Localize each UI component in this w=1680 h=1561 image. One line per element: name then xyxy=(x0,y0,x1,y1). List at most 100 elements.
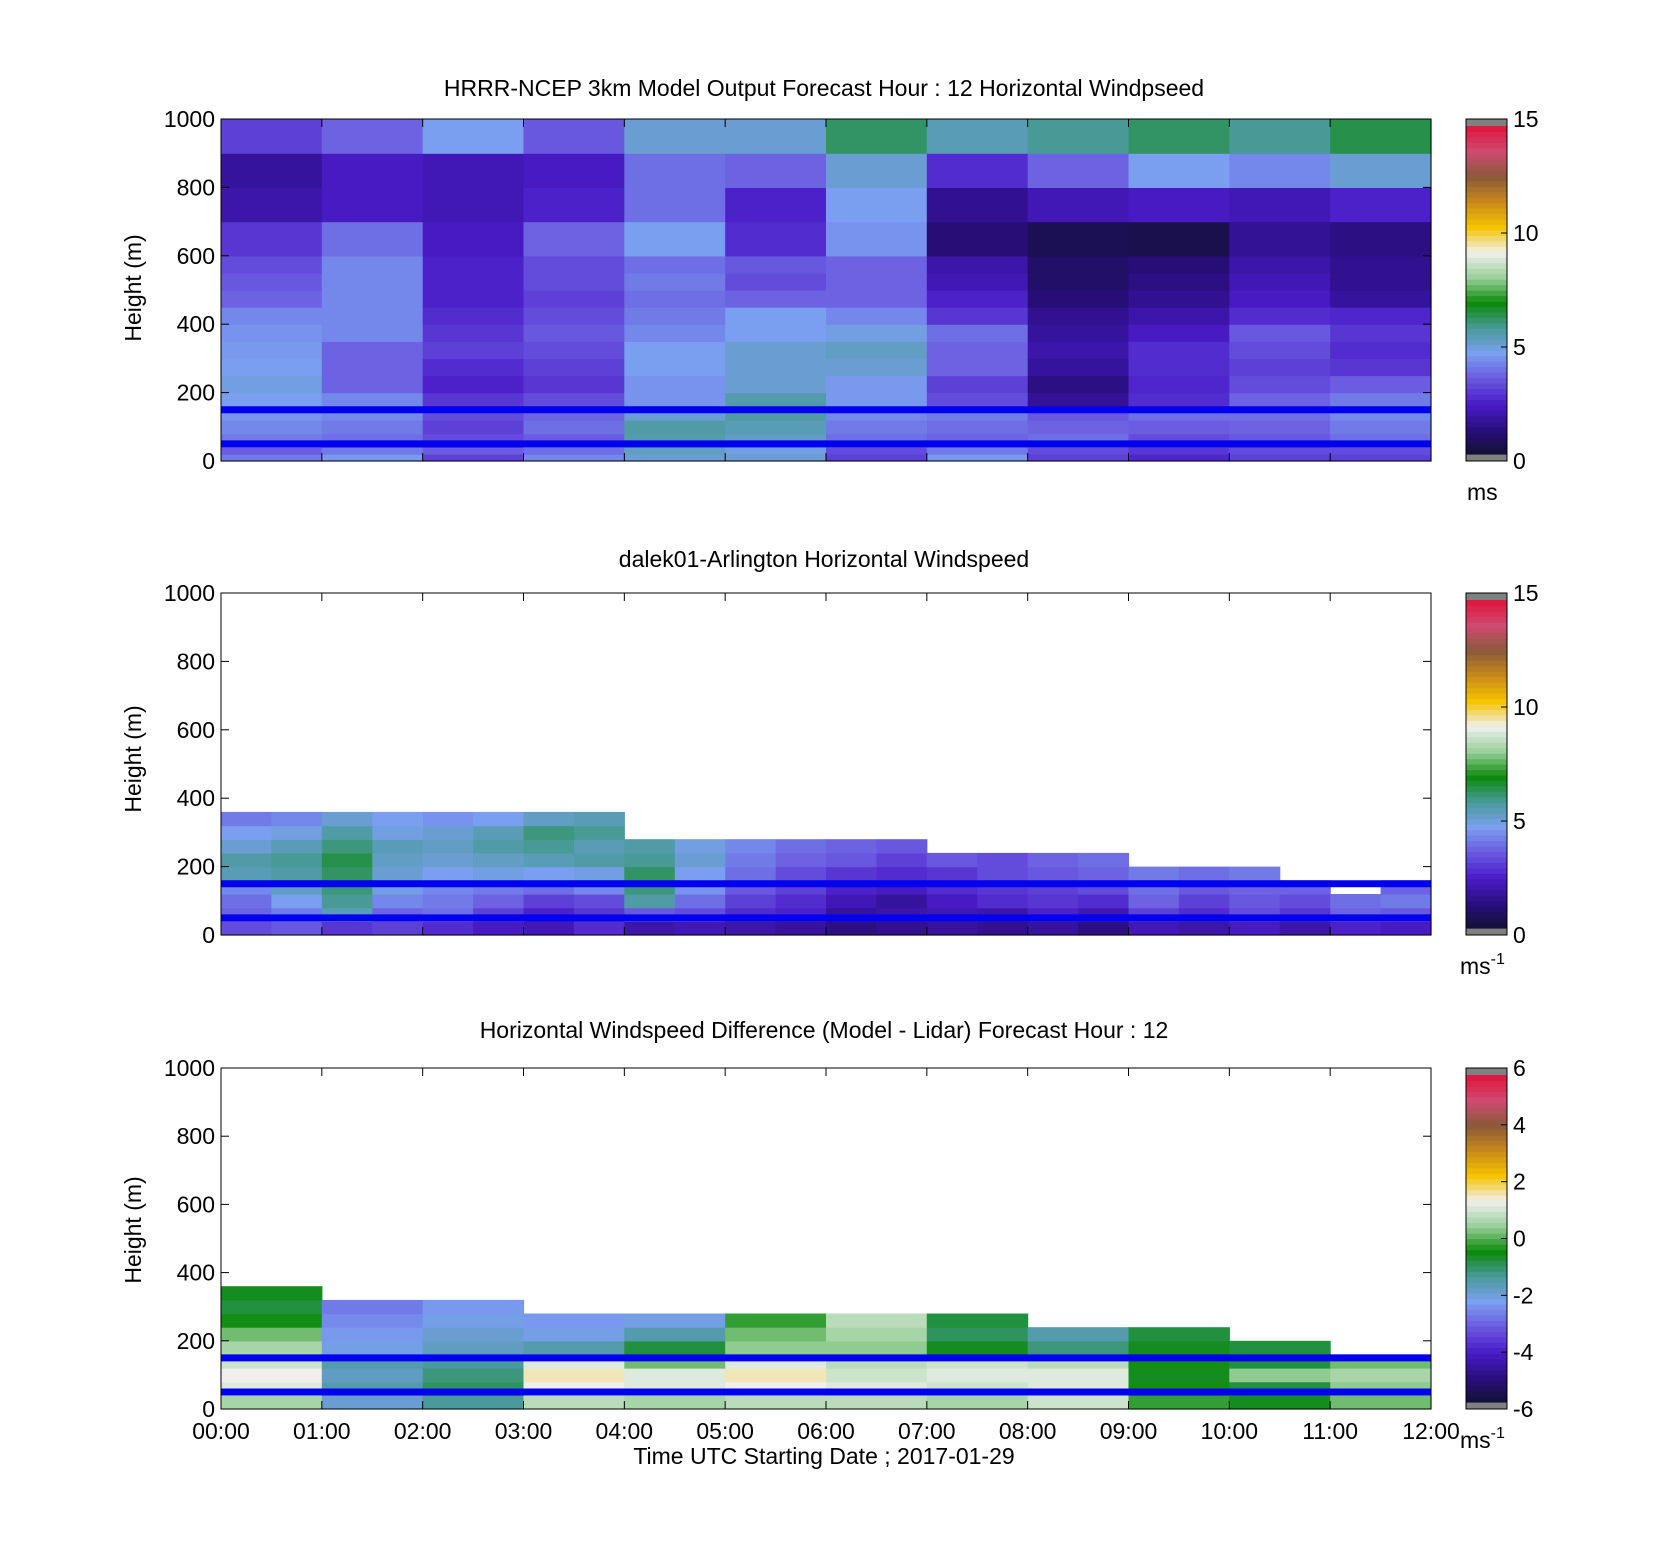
heatmap-cell xyxy=(422,921,474,936)
heatmap-cell xyxy=(473,866,525,881)
colorbar-segment xyxy=(1466,846,1507,853)
heatmap-cell xyxy=(1027,324,1130,342)
heatmap-cell xyxy=(624,1327,726,1342)
heatmap-cell xyxy=(725,866,777,881)
heatmap-cell xyxy=(1229,221,1331,257)
colorbar-segment xyxy=(1466,1347,1507,1354)
heatmap-cell xyxy=(725,375,827,394)
heatmap-cell xyxy=(1027,433,1130,441)
colorbar-segment xyxy=(1466,1260,1507,1267)
heatmap-cell xyxy=(372,921,424,936)
heatmap-cell xyxy=(1330,447,1432,455)
colorbar-segment xyxy=(1466,1124,1507,1131)
heatmap-cell xyxy=(926,1368,1029,1383)
colorbar-segment xyxy=(1466,421,1507,428)
x-tick-label: 10:00 xyxy=(1201,1418,1259,1444)
heatmap-cell xyxy=(422,1299,525,1315)
heatmap-cell xyxy=(422,119,525,154)
colorbar-segment xyxy=(1466,1140,1507,1147)
heatmap-cell xyxy=(624,894,676,909)
heatmap-cell xyxy=(1229,392,1331,407)
heatmap-cell xyxy=(573,894,625,909)
heatmap-cell xyxy=(826,1368,928,1383)
colorbar-segment xyxy=(1466,1342,1507,1349)
colorbar-tick-label: 10 xyxy=(1513,220,1539,246)
heatmap-cell xyxy=(523,1368,625,1383)
heatmap-cell xyxy=(321,221,424,257)
heatmap-cell xyxy=(725,272,827,291)
heatmap-cell xyxy=(624,341,726,359)
colorbar-segment xyxy=(1466,742,1507,749)
heatmap-cell xyxy=(624,454,726,462)
y-tick-label: 600 xyxy=(177,1191,215,1217)
colorbar: 0 5 10 15 ms-1 xyxy=(1460,580,1539,979)
heatmap-cell xyxy=(725,852,777,868)
heatmap-cell xyxy=(1330,1395,1432,1410)
heatmap-cell xyxy=(321,255,424,274)
colorbar-tick-label: 15 xyxy=(1513,580,1539,606)
heatmap-cell xyxy=(1229,341,1331,359)
heatmap-cell xyxy=(271,894,323,909)
colorbar-segment xyxy=(1466,322,1507,329)
heatmap-cell xyxy=(1027,1368,1130,1383)
colorbar-segment xyxy=(1466,796,1507,803)
colorbar-segment xyxy=(1466,780,1507,787)
colorbar-segment xyxy=(1466,1233,1507,1240)
heatmap-cell xyxy=(1128,447,1230,455)
colorbar-segment xyxy=(1466,1358,1507,1365)
colorbar-segment xyxy=(1466,1380,1507,1387)
heatmap-cell xyxy=(1279,894,1331,909)
colorbar-segment xyxy=(1466,426,1507,433)
panel-title: HRRR-NCEP 3km Model Output Forecast Hour… xyxy=(444,75,1204,101)
colorbar-segment xyxy=(1466,758,1507,765)
colorbar-segment xyxy=(1466,1145,1507,1152)
heatmap-cell xyxy=(826,1313,928,1328)
heatmap-cell xyxy=(1330,119,1432,154)
heatmap-cell xyxy=(725,894,777,909)
heatmap-cell xyxy=(1229,921,1281,936)
heatmap-cell xyxy=(221,392,323,407)
colorbar-segment xyxy=(1466,867,1507,874)
heatmap-cell xyxy=(422,341,525,359)
colorbar-segment xyxy=(1466,218,1507,225)
colorbar-segment xyxy=(1466,1156,1507,1163)
y-tick-label: 1000 xyxy=(164,106,215,132)
colorbar-segment xyxy=(1466,164,1507,171)
heatmap-cell xyxy=(271,921,323,936)
heatmap-cell xyxy=(1330,420,1432,435)
heatmap-cell xyxy=(523,341,625,359)
heatmap-cell xyxy=(826,1327,928,1342)
colorbar-segment xyxy=(1466,410,1507,417)
heatmap-cell xyxy=(523,921,575,936)
heatmap-cell xyxy=(321,307,424,325)
heatmap-cell xyxy=(826,839,877,854)
heatmap-cell xyxy=(1027,187,1130,223)
heatmap-cell xyxy=(1380,894,1432,909)
heatmap-cell xyxy=(271,839,323,854)
heatmap-cell xyxy=(221,866,272,881)
heatmap-cell xyxy=(523,1327,625,1342)
heatmap-cell xyxy=(826,1340,928,1355)
heatmap-cell xyxy=(422,1395,525,1410)
x-axis: 00:00 01:00 02:00 03:00 04:00 05:00 06:00 07:00… xyxy=(192,1068,1460,1444)
heatmap-cell xyxy=(926,358,1029,377)
heatmap-cell xyxy=(1027,255,1130,274)
colorbar-segment xyxy=(1466,703,1507,710)
colorbar-segment xyxy=(1466,1173,1507,1180)
colorbar-tick-label: 0 xyxy=(1513,922,1526,948)
colorbar-segment xyxy=(1466,692,1507,699)
heatmap-cell xyxy=(221,447,323,455)
colorbar-segment xyxy=(1466,246,1507,253)
colorbar-segment xyxy=(1466,361,1507,368)
colorbar-segment xyxy=(1466,605,1507,612)
heatmap-cell xyxy=(624,921,676,936)
heatmap-cell xyxy=(725,1327,827,1342)
colorbar-unit: ms-1 xyxy=(1460,1425,1505,1453)
y-tick-label: 200 xyxy=(177,854,215,880)
heatmap-cell xyxy=(422,894,474,909)
colorbar-segment xyxy=(1466,1167,1507,1174)
colorbar-segment xyxy=(1466,388,1507,395)
heatmap-cell xyxy=(826,272,928,291)
colorbar-segment xyxy=(1466,1211,1507,1218)
heatmap-cell xyxy=(977,921,1029,936)
